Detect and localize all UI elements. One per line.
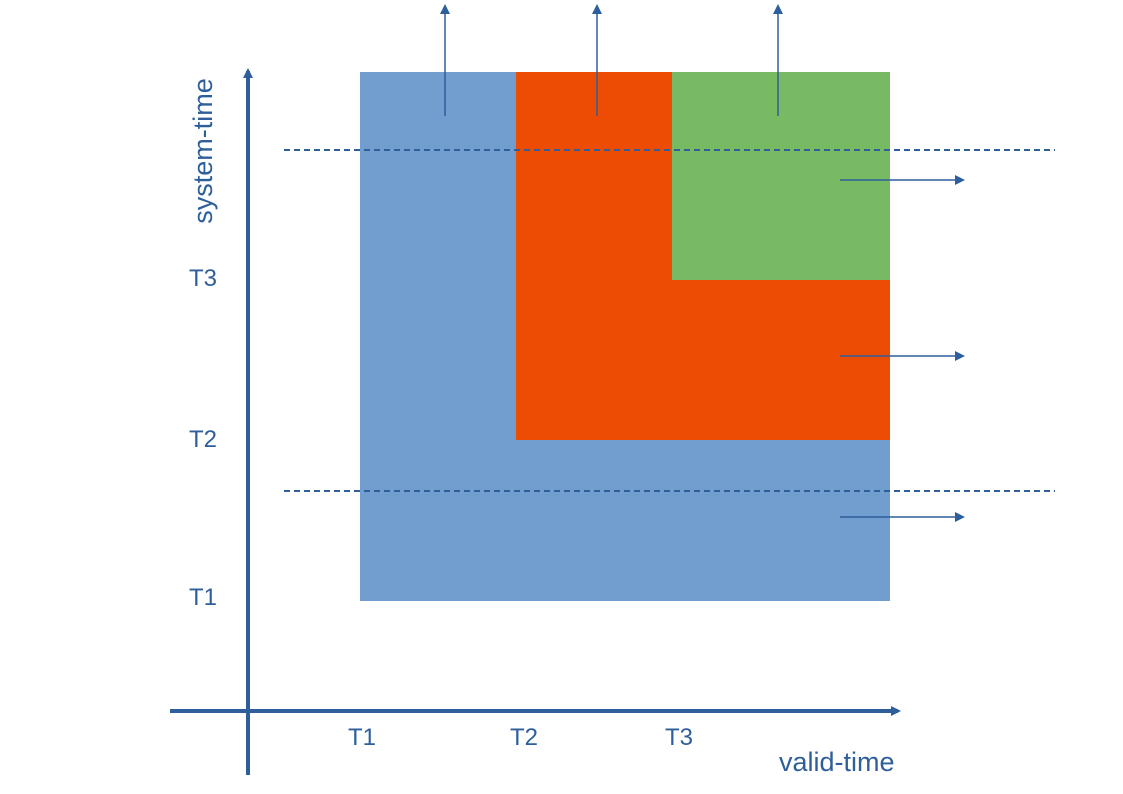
- y-tick-t3: T3: [189, 265, 217, 292]
- x-tick-t3: T3: [665, 724, 693, 751]
- y-axis-title: system-time: [188, 78, 218, 224]
- y-tick-t2: T2: [189, 426, 217, 453]
- x-tick-t1: T1: [348, 724, 376, 751]
- x-axis-title: valid-time: [779, 747, 895, 777]
- green-region: [672, 72, 890, 280]
- y-tick-t1: T1: [189, 584, 217, 611]
- x-tick-t2: T2: [510, 724, 538, 751]
